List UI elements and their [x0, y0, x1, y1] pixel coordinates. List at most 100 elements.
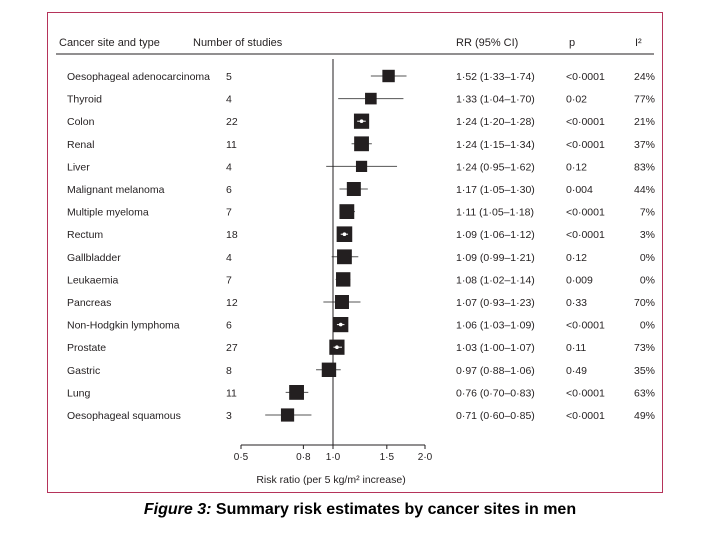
figure-frame: Cancer site and type Number of studies R… [47, 12, 663, 493]
row-rr-ci: 1·24 (1·15–1·34) [456, 139, 535, 151]
point-estimate-dot [335, 345, 339, 350]
x-axis: 0·5 0·8 1·0 1·5 2·0 [234, 444, 433, 463]
row-site-label: Non-Hodgkin lymphoma [67, 320, 180, 332]
row-site-label: Lung [67, 387, 91, 399]
estimate-square [280, 408, 295, 422]
row-i2: 37% [634, 139, 655, 151]
row-rr-ci: 0·76 (0·70–0·83) [456, 387, 535, 399]
estimate-square [382, 69, 395, 83]
row-i2: 63% [634, 387, 655, 399]
row-studies: 5 [226, 71, 232, 83]
row-i2: 44% [634, 184, 655, 196]
row-p-value: 0·12 [566, 252, 587, 264]
row-studies: 4 [226, 94, 232, 106]
row-studies: 4 [226, 252, 232, 264]
header-studies: Number of studies [193, 37, 283, 49]
row-i2: 83% [634, 161, 655, 173]
row-rr-ci: 1·09 (0·99–1·21) [456, 252, 535, 264]
row-site-label: Prostate [67, 342, 106, 354]
figure-caption: Figure 3: Summary risk estimates by canc… [0, 501, 720, 519]
row-p-value: 0·12 [566, 161, 587, 173]
row-site-label: Colon [67, 116, 95, 128]
estimate-square [354, 136, 369, 152]
row-rr-ci: 1·17 (1·05–1·30) [456, 184, 535, 196]
estimate-square [355, 160, 368, 172]
row-i2: 3% [640, 229, 655, 241]
row-rr-ci: 1·52 (1·33–1·74) [456, 71, 535, 83]
row-studies: 11 [226, 139, 237, 151]
row-p-value: 0·02 [566, 94, 587, 106]
row-rr-ci: 1·08 (1·02–1·14) [456, 274, 535, 286]
point-estimate-dot [338, 322, 343, 327]
row-rr-ci: 1·33 (1·04–1·70) [456, 94, 535, 106]
row-site-label: Malignant melanoma [67, 184, 165, 196]
row-rr-ci: 0·71 (0·60–0·85) [456, 410, 535, 422]
x-tick-label: 0·8 [296, 452, 311, 463]
row-studies: 4 [226, 161, 232, 173]
row-studies: 18 [226, 229, 238, 241]
row-rr-ci: 1·07 (0·93–1·23) [456, 297, 535, 309]
row-i2: 70% [634, 297, 655, 309]
x-tick-label: 1·5 [380, 452, 395, 463]
estimate-square [339, 204, 355, 219]
x-axis-label: Risk ratio (per 5 kg/m² increase) [256, 474, 405, 486]
row-i2: 7% [640, 207, 655, 219]
row-site-label: Oesophageal adenocarcinoma [67, 71, 210, 83]
estimate-square [334, 295, 349, 309]
row-p-value: <0·0001 [566, 387, 605, 399]
row-rr-ci: 0·97 (0·88–1·06) [456, 365, 535, 377]
row-site-label: Oesophageal squamous [67, 410, 181, 422]
row-p-value: <0·0001 [566, 139, 605, 151]
header-i2: I² [635, 37, 642, 49]
point-estimate-dot [342, 232, 347, 236]
caption-text: Summary risk estimates by cancer sites i… [211, 501, 577, 518]
x-tick-label: 2·0 [418, 452, 433, 463]
row-site-label: Multiple myeloma [67, 207, 149, 219]
row-p-value: 0·49 [566, 365, 587, 377]
row-studies: 8 [226, 365, 232, 377]
row-studies: 6 [226, 184, 232, 196]
row-i2: 49% [634, 410, 655, 422]
row-i2: 0% [640, 252, 655, 264]
row-site-label: Rectum [67, 229, 103, 241]
row-p-value: 0·11 [566, 342, 586, 354]
estimate-square [321, 362, 337, 377]
row-studies: 3 [226, 410, 232, 422]
estimate-square [365, 92, 377, 105]
forest-plot: Cancer site and type Number of studies R… [56, 37, 655, 486]
row-p-value: <0·0001 [566, 71, 605, 83]
row-i2: 21% [634, 116, 655, 128]
row-i2: 35% [634, 365, 655, 377]
point-estimate-dot [359, 119, 364, 123]
header-rr: RR (95% CI) [456, 37, 518, 49]
row-site-label: Renal [67, 139, 94, 151]
row-i2: 73% [634, 342, 655, 354]
row-i2: 0% [640, 274, 655, 286]
row-p-value: <0·0001 [566, 410, 605, 422]
row-p-value: 0·009 [566, 274, 593, 286]
row-studies: 12 [226, 297, 238, 309]
row-studies: 27 [226, 342, 238, 354]
row-site-label: Gastric [67, 365, 100, 377]
estimate-square [336, 272, 351, 287]
row-studies: 7 [226, 274, 232, 286]
row-p-value: <0·0001 [566, 229, 605, 241]
row-p-value: <0·0001 [566, 116, 605, 128]
row-studies: 7 [226, 207, 232, 219]
row-rr-ci: 1·09 (1·06–1·12) [456, 229, 535, 241]
caption-label: Figure 3: [143, 501, 212, 518]
row-p-value: <0·0001 [566, 207, 605, 219]
row-p-value: 0·33 [566, 297, 587, 309]
x-tick-label: 1·0 [326, 452, 341, 463]
row-i2: 77% [634, 94, 655, 106]
row-site-label: Gallbladder [67, 252, 121, 264]
table-rows: Oesophageal adenocarcinoma 5 1·52 (1·33–1·… [67, 71, 655, 422]
row-studies: 11 [226, 387, 237, 399]
row-site-label: Leukaemia [67, 274, 119, 286]
row-rr-ci: 1·24 (0·95–1·62) [456, 161, 535, 173]
forest-marks [265, 59, 407, 445]
row-rr-ci: 1·06 (1·03–1·09) [456, 320, 535, 332]
row-rr-ci: 1·03 (1·00–1·07) [456, 342, 535, 354]
row-i2: 0% [640, 320, 655, 332]
row-p-value: <0·0001 [566, 320, 605, 332]
